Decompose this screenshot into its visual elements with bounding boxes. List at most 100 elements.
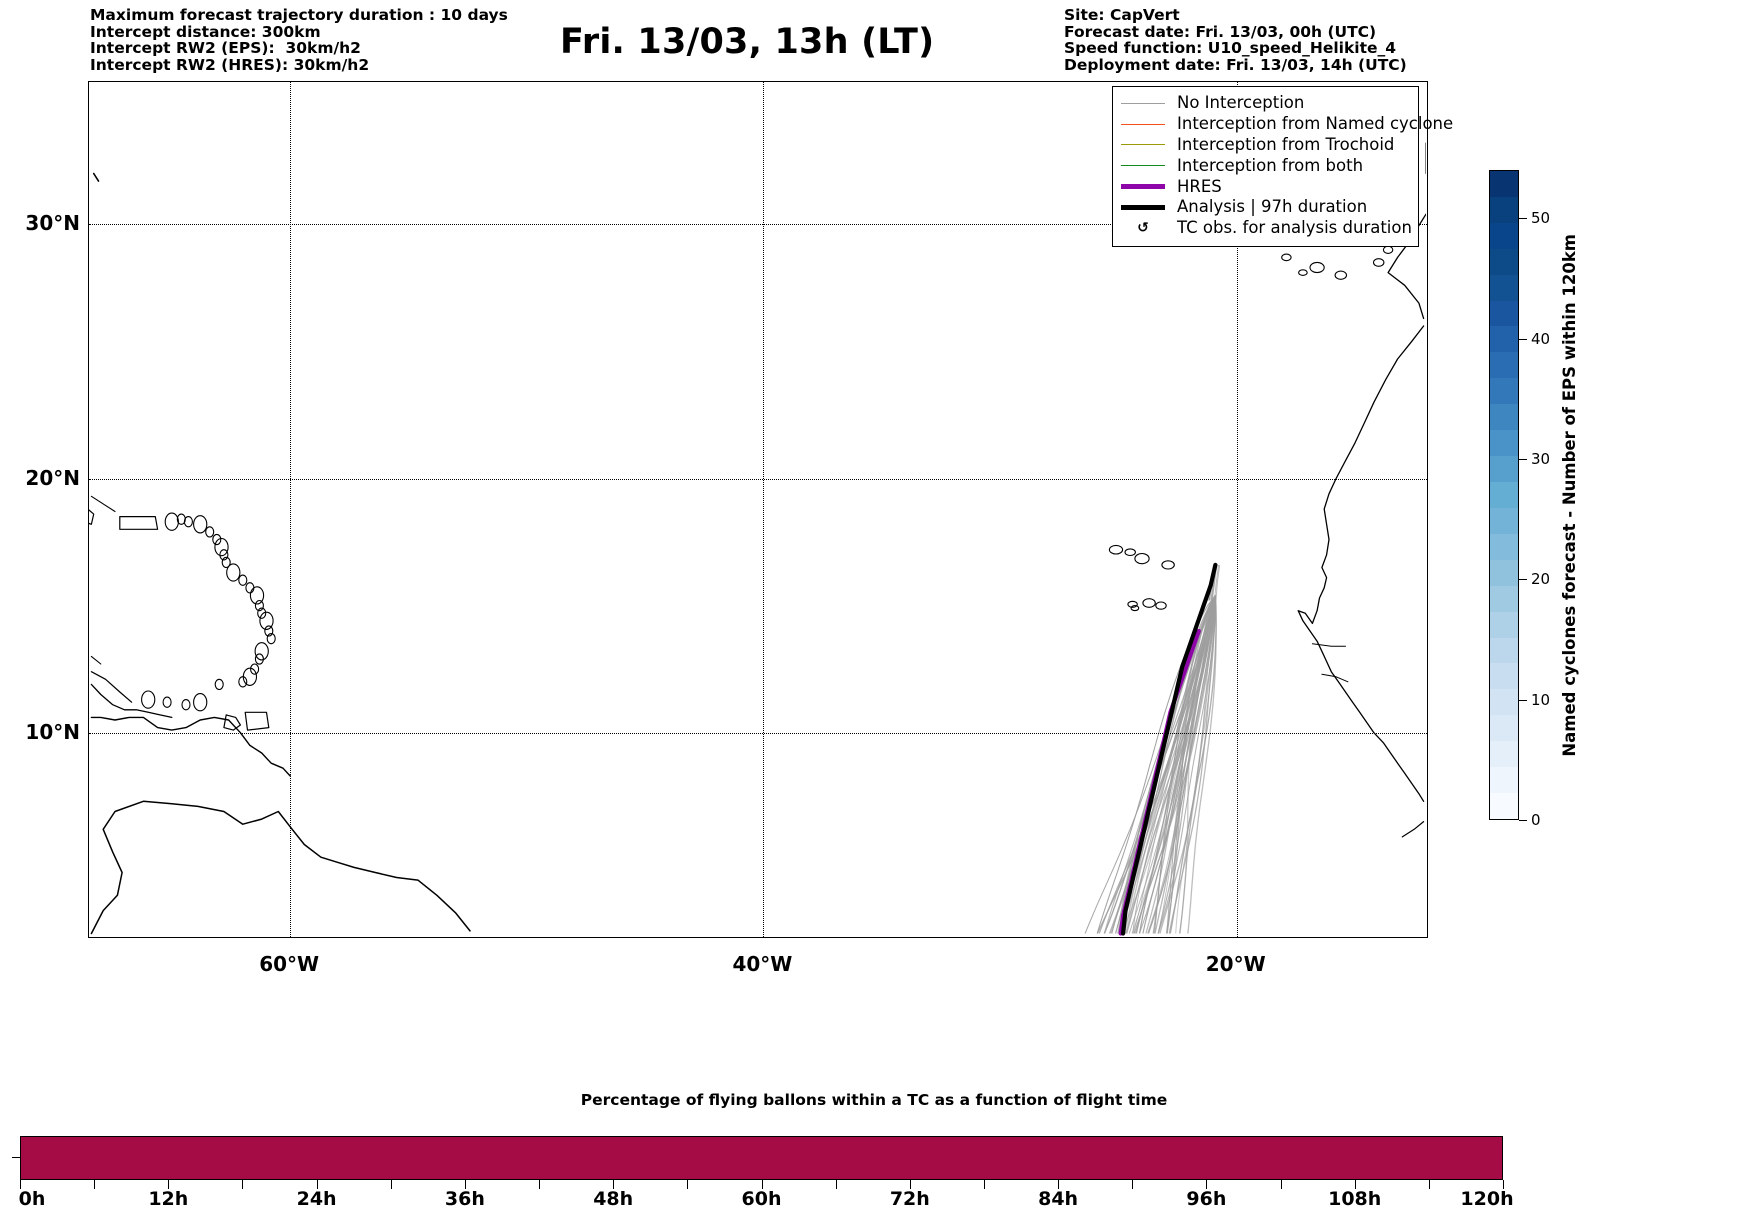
island-outline xyxy=(226,563,241,582)
colorbar xyxy=(1489,170,1519,820)
time-axis-label-9: 108h xyxy=(1328,1188,1382,1210)
header-left-info: Maximum forecast trajectory duration : 1… xyxy=(90,7,508,73)
legend-item-6[interactable]: ↺ TC obs. for analysis duration xyxy=(1121,218,1412,239)
time-tick xyxy=(687,1180,689,1189)
island-outline xyxy=(1298,269,1308,276)
island-outline xyxy=(254,642,269,661)
island-outline xyxy=(1108,544,1124,555)
header-right-info: Site: CapVert Forecast date: Fri. 13/03, … xyxy=(1064,7,1407,73)
time-axis-label-7: 84h xyxy=(1038,1188,1079,1210)
legend-item-3[interactable]: Interception from both xyxy=(1121,155,1410,176)
time-tick xyxy=(539,1180,541,1189)
island-outline xyxy=(1281,253,1292,262)
colorbar-segment-13 xyxy=(1490,456,1518,483)
island-outline xyxy=(249,586,265,605)
legend-line-swatch xyxy=(1121,184,1165,190)
legend-line-swatch xyxy=(1121,144,1165,146)
lat-label-1: 20°N xyxy=(25,465,80,490)
time-axis-label-3: 36h xyxy=(444,1188,485,1210)
eps-trajectory xyxy=(1215,564,1221,601)
legend-item-2[interactable]: Interception from Trochoid xyxy=(1121,135,1410,156)
lon-label-0: 60°W xyxy=(259,952,320,976)
legend-line-swatch xyxy=(1121,165,1165,167)
time-tick xyxy=(909,1180,911,1189)
progress-y-tick xyxy=(12,1157,21,1158)
legend-item-label: TC obs. for analysis duration xyxy=(1177,218,1412,238)
island-outline xyxy=(1155,601,1167,610)
eps-trajectory xyxy=(1147,595,1216,934)
cyclone-icon: ↺ xyxy=(1121,221,1165,235)
colorbar-segment-7 xyxy=(1490,611,1518,638)
time-tick xyxy=(761,1180,763,1189)
eps-trajectory xyxy=(1147,595,1217,934)
colorbar-tick-5 xyxy=(1519,218,1527,220)
colorbar-tick-2 xyxy=(1519,579,1527,581)
map-legend[interactable]: No Interception Interception from Named c… xyxy=(1112,86,1453,247)
island-outline xyxy=(1334,270,1348,280)
ensemble-trajectories xyxy=(1084,562,1221,936)
colorbar-segment-11 xyxy=(1490,507,1518,534)
time-axis-label-8: 96h xyxy=(1186,1188,1227,1210)
time-tick xyxy=(20,1180,21,1189)
map-canvas xyxy=(89,142,1426,936)
island-outline xyxy=(1130,605,1140,612)
colorbar-tick-label-4: 40 xyxy=(1531,329,1551,348)
island-outline xyxy=(212,533,222,546)
colorbar-segment-16 xyxy=(1490,378,1518,405)
island-outline xyxy=(221,556,231,569)
time-axis-label-0: 0h xyxy=(18,1188,46,1210)
eps-trajectory xyxy=(1166,595,1216,934)
lat-label-0: 30°N xyxy=(25,211,80,236)
island-outline xyxy=(193,515,208,534)
colorbar-segment-0 xyxy=(1490,793,1518,819)
time-tick xyxy=(1503,1180,1504,1189)
gridline-lon-1 xyxy=(763,82,765,937)
time-tick xyxy=(1132,1180,1134,1189)
header-left-line-2: Intercept distance: 300km xyxy=(90,22,321,41)
legend-item-1[interactable]: Interception from Named cyclone xyxy=(1121,114,1453,135)
colorbar-segment-18 xyxy=(1490,326,1518,353)
lon-label-2: 20°W xyxy=(1205,952,1266,976)
coastline-path xyxy=(90,683,173,719)
island-outline xyxy=(250,663,260,675)
eps-trajectory xyxy=(1213,564,1220,601)
colorbar-segment-14 xyxy=(1490,430,1518,457)
coastline-path xyxy=(92,172,100,182)
time-tick xyxy=(464,1180,466,1189)
header-left-line-4: Intercept RW2 (HRES): 30km/h2 xyxy=(90,55,370,74)
time-tick xyxy=(835,1180,837,1189)
colorbar-segment-21 xyxy=(1490,248,1518,275)
island-outline xyxy=(219,549,229,561)
eps-trajectory xyxy=(1179,595,1217,934)
island-outline xyxy=(193,693,208,712)
colorbar-segment-10 xyxy=(1490,533,1518,560)
eps-trajectory xyxy=(1142,595,1216,934)
island-outline xyxy=(1309,261,1325,274)
island-outline xyxy=(1382,245,1394,254)
colorbar-tick-0 xyxy=(1519,820,1527,821)
time-axis-label-1: 12h xyxy=(148,1188,189,1210)
legend-line-swatch xyxy=(1121,123,1165,125)
eps-trajectory xyxy=(1145,595,1217,934)
coastline-path xyxy=(90,716,291,777)
legend-item-0[interactable]: No Interception xyxy=(1121,93,1410,114)
gridline-lon-2 xyxy=(1236,82,1238,937)
progress-bar-track[interactable] xyxy=(20,1136,1503,1180)
legend-line-swatch xyxy=(1121,204,1165,210)
eps-trajectory xyxy=(1125,595,1217,934)
island-outline xyxy=(1127,600,1138,608)
legend-item-5[interactable]: Analysis | 97h duration xyxy=(1121,197,1410,218)
island-outline xyxy=(1161,560,1175,570)
header-right-line-1: Site: CapVert xyxy=(1064,6,1180,24)
colorbar-title-text: Named cyclones forecast - Number of EPS … xyxy=(1559,233,1579,757)
time-tick xyxy=(94,1180,96,1189)
lon-label-1: 40°W xyxy=(732,952,793,976)
island-outline xyxy=(141,690,156,709)
legend-item-label: Interception from Trochoid xyxy=(1177,134,1395,154)
time-tick xyxy=(1058,1180,1060,1189)
legend-item-4[interactable]: HRES xyxy=(1121,176,1410,197)
header-left-line-3: Intercept RW2 (EPS): 30km/h2 xyxy=(90,39,361,58)
legend-item-label: Interception from Named cyclone xyxy=(1177,114,1454,134)
coastline-path xyxy=(90,495,116,513)
colorbar-title: Named cyclones forecast - Number of EPS … xyxy=(1556,170,1582,820)
